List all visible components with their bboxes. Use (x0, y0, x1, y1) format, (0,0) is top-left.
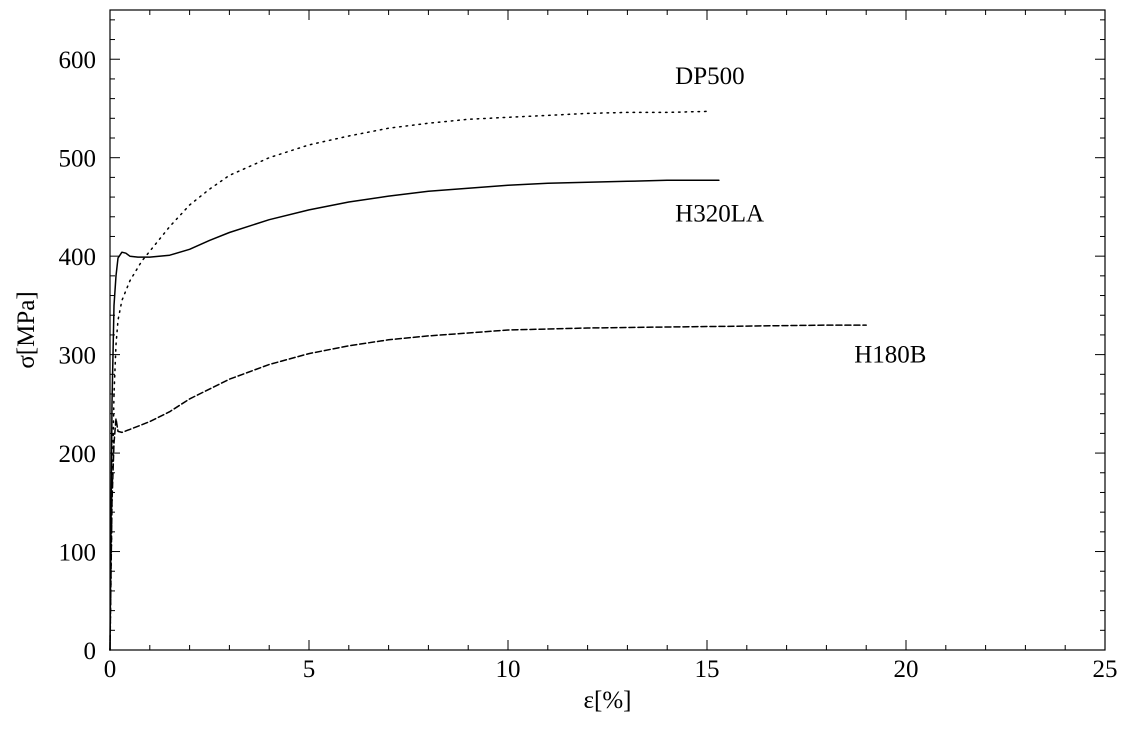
x-tick-label: 10 (496, 656, 521, 683)
series-line-h180b (109, 324, 867, 651)
series-label-dp500: DP500 (675, 63, 744, 90)
x-tick-label: 0 (104, 656, 117, 683)
series-line-dp500 (109, 110, 708, 651)
series-label-h180b: H180B (854, 341, 926, 368)
x-tick-label: 15 (695, 656, 720, 683)
x-tick-label: 5 (303, 656, 316, 683)
axis-tick-labels: 0 5 10 15 20 25 0 100 200 300 400 500 600 (59, 47, 1118, 683)
series-line-h320la (109, 179, 720, 651)
y-axis-label: σ[MPa] (13, 291, 40, 368)
series-annotations: DP500 H320LA H180B (675, 63, 926, 369)
x-axis-label: ε[%] (584, 687, 632, 714)
x-tick-label: 25 (1093, 656, 1118, 683)
x-tick-label: 20 (894, 656, 919, 683)
y-tick-label: 600 (59, 47, 97, 74)
axis-ticks (109, 10, 1106, 651)
y-tick-label: 400 (59, 244, 97, 271)
y-tick-label: 300 (59, 343, 97, 370)
series-lines (109, 110, 867, 651)
plot-frame (109, 9, 1106, 651)
y-tick-label: 500 (59, 146, 97, 173)
y-tick-label: 200 (59, 441, 97, 468)
y-tick-label: 0 (84, 638, 97, 665)
y-tick-label: 100 (59, 540, 97, 567)
series-label-h320la: H320LA (675, 201, 764, 228)
